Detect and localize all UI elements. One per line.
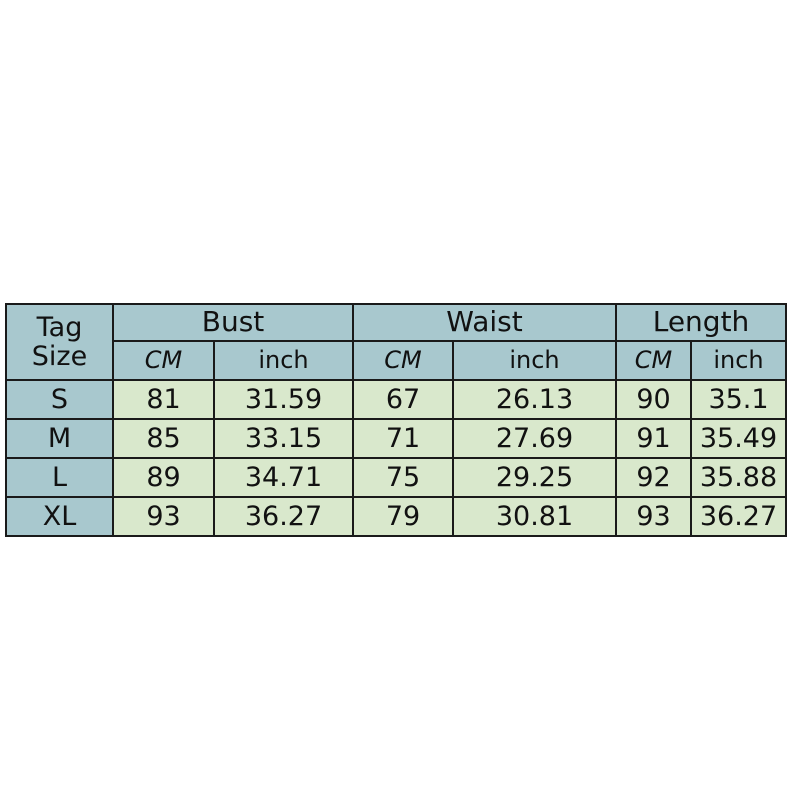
table-row: S 81 31.59 67 26.13 90 35.1 [5,379,788,420]
column-header-length-inch: inch [689,340,788,381]
cell-bust-inch: 34.71 [213,457,354,498]
cell-length-cm: 91 [615,418,692,459]
column-header-bust-inch: inch [213,340,354,381]
cell-size: M [5,418,114,459]
row-header-tag-size: Tag Size [5,303,114,381]
table-row: M 85 33.15 71 27.69 91 35.49 [5,418,788,459]
cell-waist-inch: 27.69 [452,418,617,459]
column-group-waist: Waist [352,303,617,342]
cell-bust-inch: 36.27 [213,496,354,537]
size-chart-table: Tag Size Bust Waist Length CM inch CM in… [5,303,788,537]
column-group-length: Length [614,303,788,342]
cell-length-cm: 92 [615,457,692,498]
column-header-waist-cm: CM [352,340,454,381]
cell-bust-cm: 81 [112,379,215,420]
cell-bust-cm: 93 [112,496,215,537]
cell-length-cm: 90 [615,379,692,420]
cell-bust-inch: 31.59 [213,379,354,420]
cell-waist-cm: 67 [352,379,454,420]
cell-waist-inch: 30.81 [452,496,617,537]
cell-length-inch: 35.88 [689,457,788,498]
table-header-row-groups: Tag Size Bust Waist Length [5,303,788,381]
cell-waist-inch: 29.25 [452,457,617,498]
tag-size-line-1: Tag [36,311,83,343]
cell-waist-cm: 75 [352,457,454,498]
cell-length-inch: 36.27 [689,496,788,537]
cell-waist-inch: 26.13 [452,379,617,420]
tag-size-line-2: Size [31,341,88,372]
cell-length-inch: 35.1 [689,379,788,420]
column-header-waist-inch: inch [452,340,617,381]
cell-waist-cm: 71 [352,418,454,459]
cell-bust-cm: 89 [112,457,215,498]
table-row: L 89 34.71 75 29.25 92 35.88 [5,457,788,498]
cell-size: S [5,379,114,420]
cell-bust-inch: 33.15 [213,418,354,459]
column-group-bust: Bust [112,303,354,342]
size-chart-container: Tag Size Bust Waist Length CM inch CM in… [5,303,788,537]
cell-length-cm: 93 [615,496,692,537]
table-header-row-units: CM inch CM inch CM inch [6,340,788,381]
cell-length-inch: 35.49 [689,418,788,459]
cell-bust-cm: 85 [112,418,215,459]
cell-size: L [5,457,114,498]
table-row: XL 93 36.27 79 30.81 93 36.27 [5,496,788,537]
column-header-length-cm: CM [615,340,692,381]
cell-size: XL [5,496,114,537]
column-header-bust-cm: CM [112,340,215,381]
cell-waist-cm: 79 [352,496,454,537]
